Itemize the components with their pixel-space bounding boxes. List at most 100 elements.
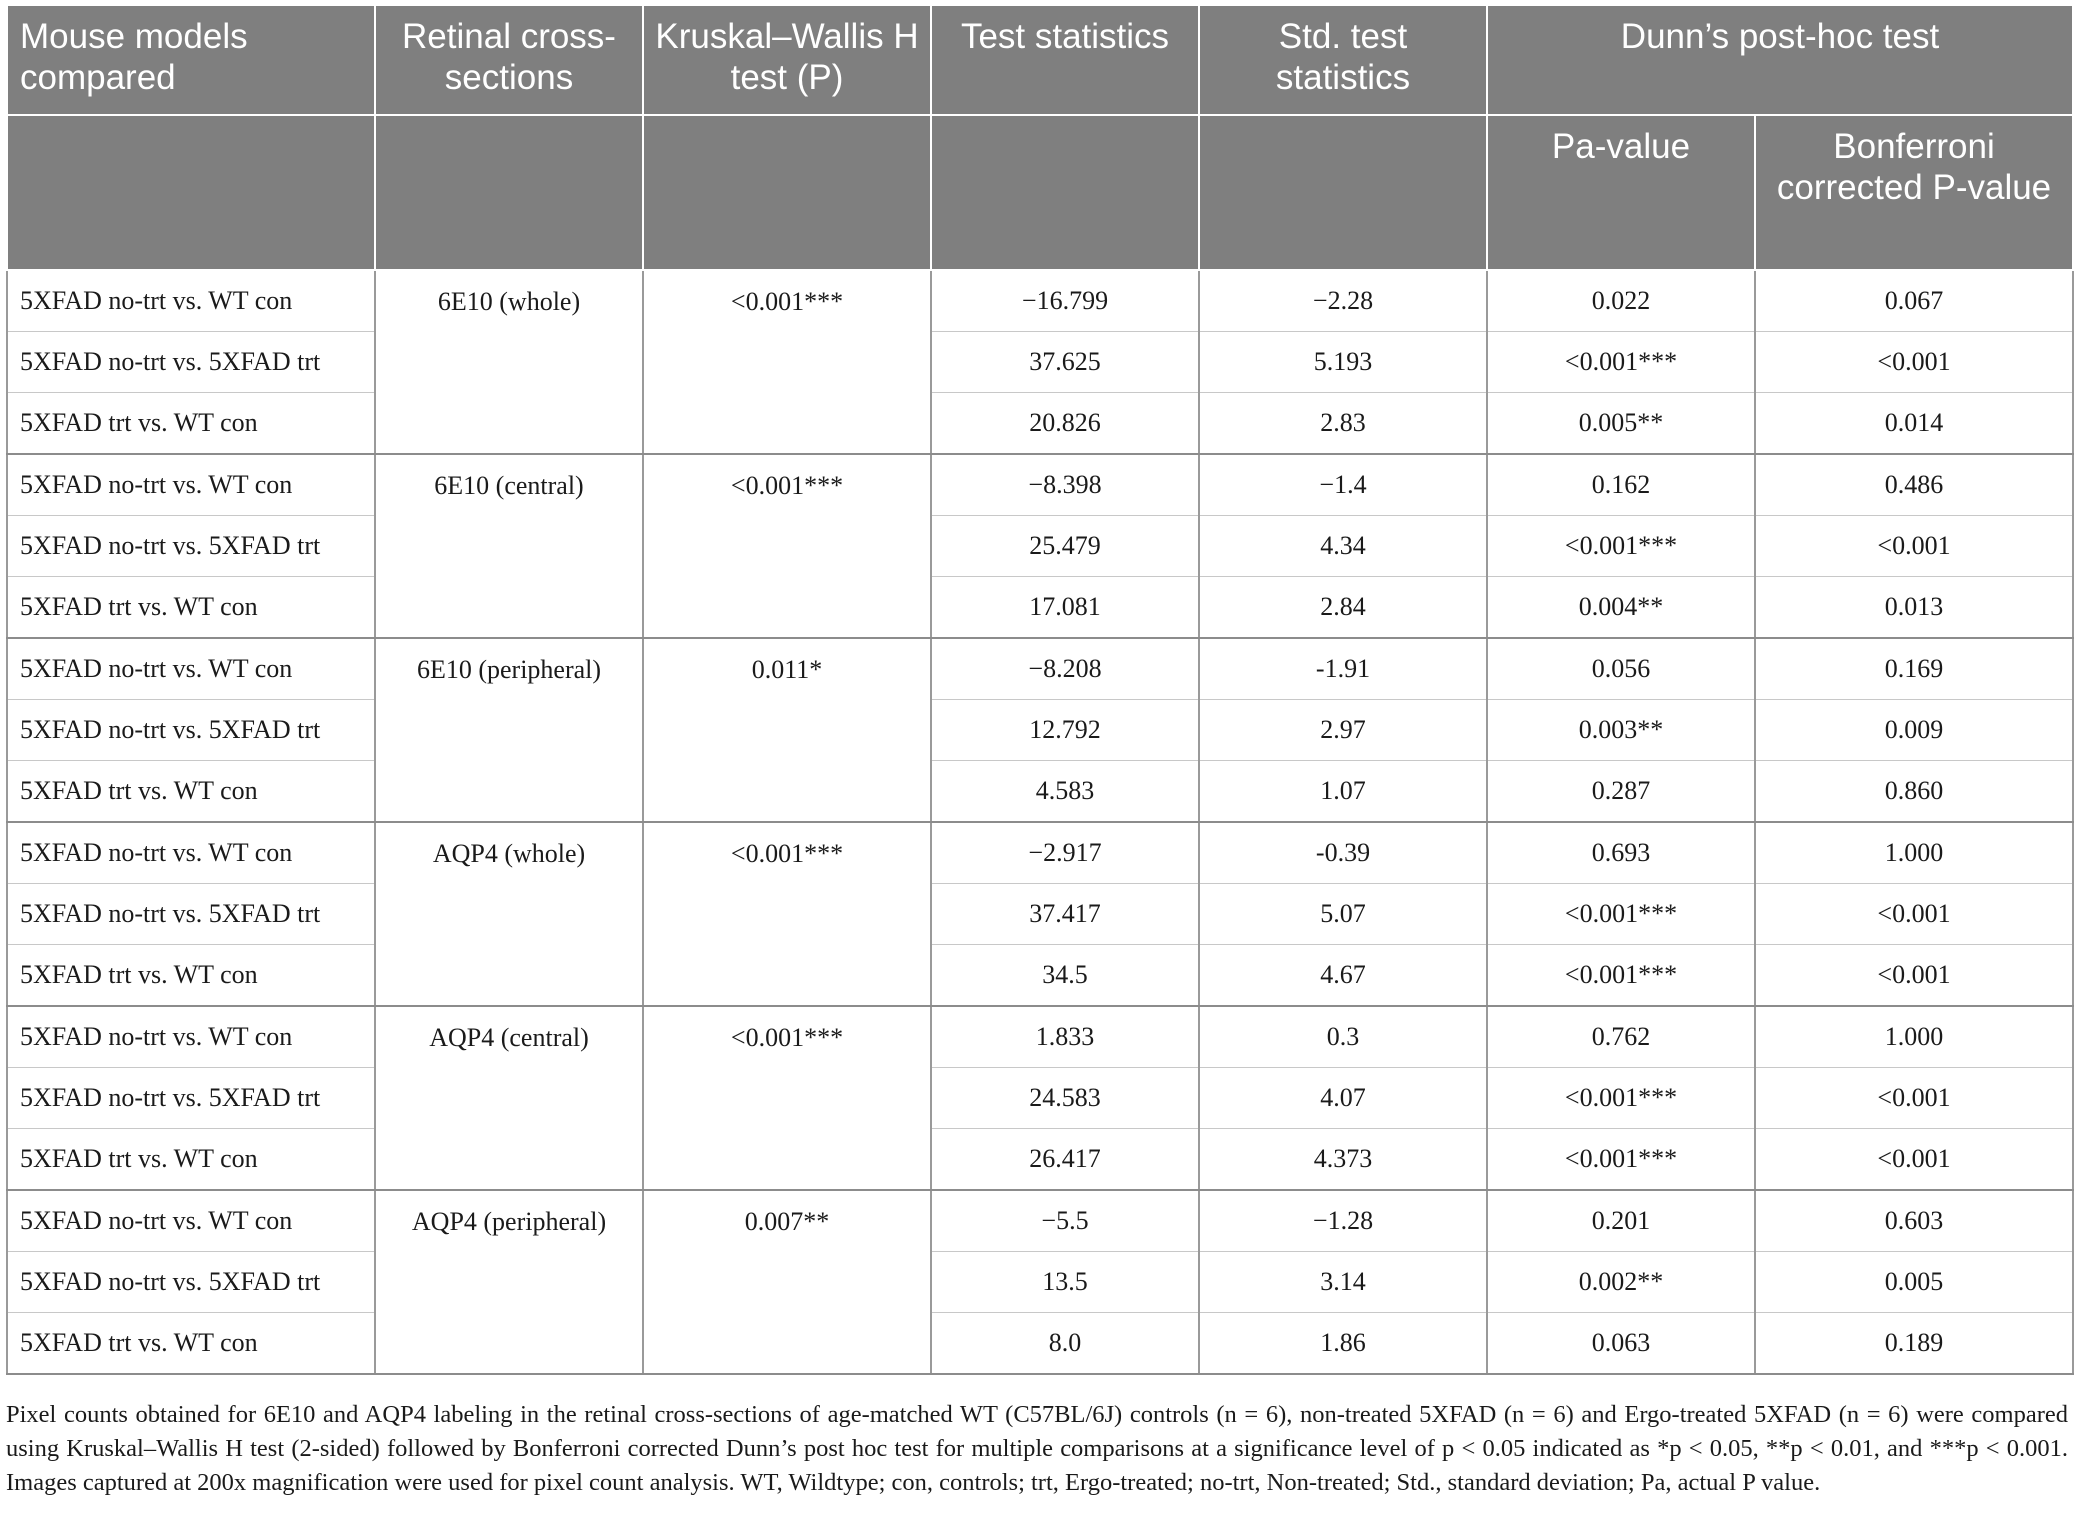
header-blank	[374, 114, 644, 271]
model-cell: 5XFAD trt vs. WT con	[6, 1312, 376, 1375]
table-row: 5XFAD no-trt vs. 5XFAD trt 37.625 5.193 …	[6, 331, 2075, 393]
table-row: 5XFAD no-trt vs. WT con AQP4 (whole) <0.…	[6, 822, 2075, 1007]
model-cell: 5XFAD no-trt vs. 5XFAD trt	[6, 699, 376, 761]
header-p-value: Pa-value	[1486, 114, 1756, 271]
model-cell: 5XFAD trt vs. WT con	[6, 1128, 376, 1191]
kruskal-cell: <0.001***	[642, 454, 932, 639]
table-row: 5XFAD no-trt vs. 5XFAD trt 37.417 5.07 <…	[6, 883, 2075, 945]
std-stat-cell: 4.34	[1198, 515, 1488, 577]
model-cell: 5XFAD trt vs. WT con	[6, 392, 376, 455]
p-value-cell: 0.693	[1486, 822, 1756, 884]
table-row: 5XFAD no-trt vs. 5XFAD trt 25.479 4.34 <…	[6, 515, 2075, 577]
table-row: 5XFAD no-trt vs. WT con 6E10 (central) <…	[6, 454, 2075, 639]
bonferroni-cell: <0.001	[1753, 515, 2075, 577]
test-stat-cell: 24.583	[930, 1067, 1200, 1129]
bonferroni-cell: 0.005	[1753, 1251, 2075, 1313]
bonferroni-cell: 0.013	[1753, 576, 2075, 639]
model-cell: 5XFAD trt vs. WT con	[6, 760, 376, 823]
statistics-table: Mouse models compared Retinal cross-sect…	[6, 4, 2075, 1375]
section-cell: 6E10 (central)	[374, 454, 644, 639]
kruskal-cell: <0.001***	[642, 822, 932, 1007]
section-cell: AQP4 (peripheral)	[374, 1190, 644, 1375]
p-value-cell: <0.001***	[1486, 883, 1756, 945]
section-cell: AQP4 (central)	[374, 1006, 644, 1191]
section-cell: 6E10 (peripheral)	[374, 638, 644, 823]
p-value-cell: <0.001***	[1486, 944, 1756, 1007]
kruskal-cell: 0.011*	[642, 638, 932, 823]
bonferroni-cell: <0.001	[1753, 883, 2075, 945]
header-blank	[6, 114, 376, 271]
header-dunns-post-hoc: Dunn’s post-hoc test	[1485, 4, 2075, 116]
p-value-cell: 0.201	[1486, 1190, 1756, 1252]
kruskal-cell: 0.007**	[642, 1190, 932, 1375]
test-stat-cell: −2.917	[930, 822, 1200, 884]
model-cell: 5XFAD no-trt vs. WT con	[6, 822, 376, 884]
p-value-cell: <0.001***	[1486, 515, 1756, 577]
bonferroni-cell: 0.603	[1753, 1190, 2075, 1252]
p-value-cell: <0.001***	[1486, 331, 1756, 393]
std-stat-cell: 5.193	[1198, 331, 1488, 393]
test-stat-cell: 1.833	[930, 1006, 1200, 1068]
std-stat-cell: 2.83	[1198, 392, 1488, 455]
std-stat-cell: 2.84	[1198, 576, 1488, 639]
std-stat-cell: 5.07	[1198, 883, 1488, 945]
table-row: 5XFAD no-trt vs. 5XFAD trt 24.583 4.07 <…	[6, 1067, 2075, 1129]
header-retinal-cross-sections: Retinal cross-sections	[374, 4, 644, 116]
header-blank	[1198, 114, 1488, 271]
test-stat-cell: 37.417	[930, 883, 1200, 945]
header-bonferroni-p-value: Bonferroni corrected P-value	[1753, 114, 2075, 271]
table-row: 5XFAD trt vs. WT con 26.417 4.373 <0.001…	[6, 1128, 2075, 1191]
test-stat-cell: 34.5	[930, 944, 1200, 1007]
std-stat-cell: −1.28	[1198, 1190, 1488, 1252]
test-stat-cell: 8.0	[930, 1312, 1200, 1375]
std-stat-cell: −2.28	[1198, 270, 1488, 332]
test-stat-cell: 25.479	[930, 515, 1200, 577]
model-cell: 5XFAD no-trt vs. 5XFAD trt	[6, 883, 376, 945]
bonferroni-cell: 1.000	[1753, 1006, 2075, 1068]
p-value-cell: 0.162	[1486, 454, 1756, 516]
test-stat-cell: −16.799	[930, 270, 1200, 332]
std-stat-cell: 0.3	[1198, 1006, 1488, 1068]
header-blank	[930, 114, 1200, 271]
table-row: 5XFAD trt vs. WT con 20.826 2.83 0.005**…	[6, 392, 2075, 455]
std-stat-cell: 4.373	[1198, 1128, 1488, 1191]
bonferroni-cell: <0.001	[1753, 1128, 2075, 1191]
bonferroni-cell: <0.001	[1753, 1067, 2075, 1129]
bonferroni-cell: 0.189	[1753, 1312, 2075, 1375]
table-row: 5XFAD no-trt vs. 5XFAD trt 13.5 3.14 0.0…	[6, 1251, 2075, 1313]
section-cell: 6E10 (whole)	[374, 270, 644, 455]
table-caption: Pixel counts obtained for 6E10 and AQP4 …	[6, 1401, 2068, 1496]
table-row: 5XFAD no-trt vs. WT con AQP4 (peripheral…	[6, 1190, 2075, 1375]
kruskal-cell: <0.001***	[642, 270, 932, 455]
std-stat-cell: −1.4	[1198, 454, 1488, 516]
test-stat-cell: −8.398	[930, 454, 1200, 516]
header-blank	[642, 114, 932, 271]
bonferroni-cell: 0.009	[1753, 699, 2075, 761]
p-value-cell: 0.004**	[1486, 576, 1756, 639]
model-cell: 5XFAD no-trt vs. WT con	[6, 270, 376, 332]
p-value-cell: <0.001***	[1486, 1128, 1756, 1191]
p-value-cell: 0.002**	[1486, 1251, 1756, 1313]
bonferroni-cell: 0.067	[1753, 270, 2075, 332]
model-cell: 5XFAD no-trt vs. 5XFAD trt	[6, 1067, 376, 1129]
header-test-statistics: Test statistics	[930, 4, 1200, 116]
model-cell: 5XFAD no-trt vs. WT con	[6, 1190, 376, 1252]
p-value-cell: <0.001***	[1486, 1067, 1756, 1129]
table-row: 5XFAD trt vs. WT con 34.5 4.67 <0.001***…	[6, 944, 2075, 1007]
std-stat-cell: 4.07	[1198, 1067, 1488, 1129]
model-cell: 5XFAD no-trt vs. 5XFAD trt	[6, 515, 376, 577]
model-cell: 5XFAD no-trt vs. 5XFAD trt	[6, 331, 376, 393]
p-value-cell: 0.063	[1486, 1312, 1756, 1375]
std-stat-cell: -0.39	[1198, 822, 1488, 884]
test-stat-cell: −8.208	[930, 638, 1200, 700]
test-stat-cell: −5.5	[930, 1190, 1200, 1252]
table-row: 5XFAD no-trt vs. WT con 6E10 (whole) <0.…	[6, 270, 2075, 455]
p-value-cell: 0.762	[1486, 1006, 1756, 1068]
p-value-cell: 0.022	[1486, 270, 1756, 332]
bonferroni-cell: 1.000	[1753, 822, 2075, 884]
std-stat-cell: 3.14	[1198, 1251, 1488, 1313]
std-stat-cell: 2.97	[1198, 699, 1488, 761]
header-mouse-models: Mouse models compared	[6, 4, 376, 116]
bonferroni-cell: 0.169	[1753, 638, 2075, 700]
